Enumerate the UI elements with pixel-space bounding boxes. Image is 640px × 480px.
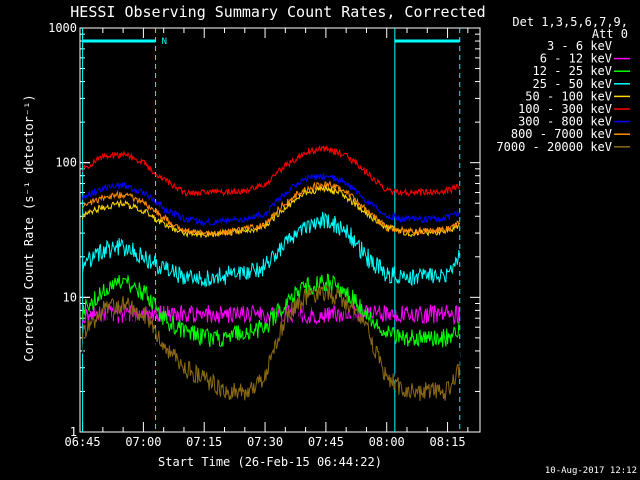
y-tick-label: 10 [63,290,77,304]
legend-label: 3 - 6 keV [547,39,612,53]
legend-label: 25 - 50 keV [533,77,612,91]
legend-label: 50 - 100 keV [525,89,612,103]
series-line-3-6kev [82,290,461,389]
series-line-25-50kev [82,211,461,288]
y-tick-label: 1 [70,425,77,439]
x-tick-label: 06:45 [65,435,101,449]
plot-frame [79,27,481,433]
x-tick-label: 07:45 [308,435,344,449]
legend-label: 300 - 800 keV [518,115,612,129]
series-line-300-800kev [82,172,461,227]
legend-header-line1: Det 1,3,5,6,7,9, [512,15,628,29]
series-line-100-300kev [82,145,461,198]
x-tick-label: 07:15 [186,435,222,449]
generated-timestamp: 10-Aug-2017 12:12 [545,466,637,476]
series-line-12-25kev [82,273,461,348]
legend-label: 6 - 12 keV [540,52,612,66]
series-line-7000-20000kev [82,284,461,401]
legend-label: 12 - 25 keV [533,64,612,78]
legend-header-line2: Att 0 [592,27,628,41]
legend-label: 7000 - 20000 keV [496,140,612,154]
y-axis-label: Corrected Count Rate (s⁻¹ detector⁻¹) [22,94,36,361]
chart-title: HESSI Observing Summary Count Rates, Cor… [70,3,485,21]
x-tick-label: 07:00 [125,435,161,449]
x-tick-label: 08:00 [369,435,405,449]
y-tick-label: 1000 [48,21,77,35]
flag-label: N [162,37,167,47]
series-line-800-7000kev [82,180,460,237]
x-axis-label: Start Time (26-Feb-15 06:44:22) [158,455,382,469]
legend-label: 800 - 7000 keV [511,127,612,141]
x-tick-label: 08:15 [429,435,465,449]
plot-area: 1 10 100 1000 06:45 07:00 07:15 07:30 07:45 08:00… [48,21,630,449]
y-tick-label: 100 [55,156,77,170]
legend-label: 100 - 300 keV [518,102,612,116]
x-tick-label: 07:30 [247,435,283,449]
